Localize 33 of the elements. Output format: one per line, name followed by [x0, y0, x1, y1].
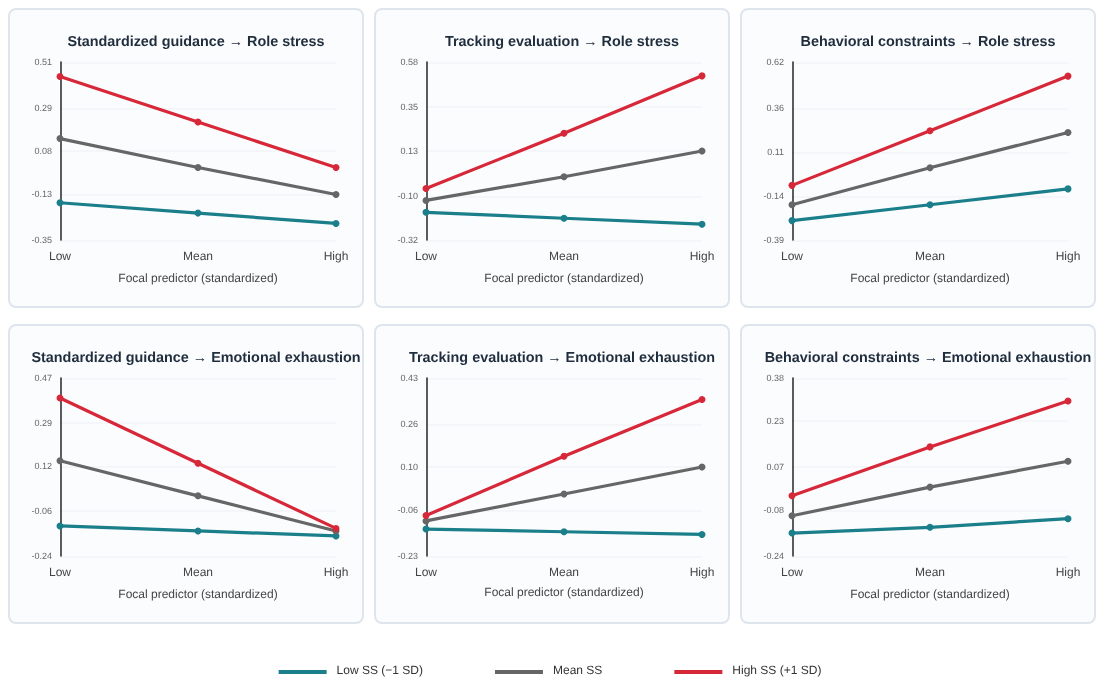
point: [698, 396, 706, 404]
point: [788, 512, 796, 520]
point: [332, 190, 340, 198]
point: [926, 523, 934, 531]
point: [332, 164, 340, 172]
point: [422, 185, 430, 193]
point: [698, 530, 706, 538]
point: [422, 208, 430, 216]
point: [1064, 129, 1072, 136]
point: [1064, 457, 1072, 465]
point: [422, 196, 430, 204]
point: [194, 164, 202, 172]
point: [560, 214, 568, 222]
point: [560, 528, 568, 536]
point: [422, 512, 430, 520]
point: [56, 72, 64, 80]
point: [788, 201, 796, 209]
point: [560, 129, 568, 137]
point: [194, 459, 202, 467]
point: [1064, 515, 1072, 523]
point: [926, 201, 934, 209]
point: [56, 135, 64, 143]
point: [926, 164, 934, 172]
point: [788, 217, 796, 225]
point: [56, 199, 64, 207]
point: [788, 181, 796, 189]
point: [560, 452, 568, 460]
point: [926, 127, 934, 135]
point: [194, 492, 202, 500]
point: [560, 173, 568, 181]
point: [56, 457, 64, 465]
point: [788, 492, 796, 500]
point: [332, 219, 340, 227]
